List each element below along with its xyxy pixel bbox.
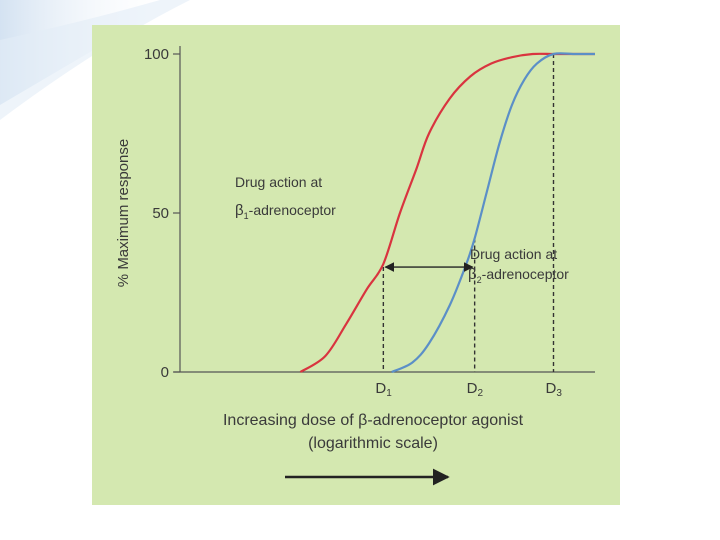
y-tick-label: 50 [152,205,169,222]
beta1-label-line1: Drug action at [235,174,322,190]
beta2-label-line2: β2-adrenoceptor [468,266,569,285]
beta2-label-line1: Drug action at [470,246,557,262]
x-axis-label-line2: (logarithmic scale) [308,435,438,452]
y-tick-label: 0 [161,364,169,381]
y-tick-label: 100 [144,46,169,63]
x-axis-label-line1: Increasing dose of β-adrenoceptor agonis… [223,412,524,429]
x-tick-label: D1 [375,380,392,399]
x-tick-label: D2 [467,380,484,399]
beta1-label-line2: β1-adrenoceptor [235,202,336,221]
y-ticks: 0 50 100 [144,46,180,381]
dose-drop-lines [382,54,555,372]
beta2-response-curve [391,52,595,374]
beta1-response-curve [299,52,595,373]
axes [174,46,595,373]
x-tick-label: D3 [546,380,563,399]
y-axis-label: % Maximum response [115,139,132,287]
x-ticks: D1 D2 D3 [375,380,562,399]
dose-response-chart: 0 50 100 D1 D2 D3 % Maximum response Drug ac… [115,46,595,486]
chart-figure-panel: 0 50 100 D1 D2 D3 % Maximum response Drug ac… [92,25,620,505]
